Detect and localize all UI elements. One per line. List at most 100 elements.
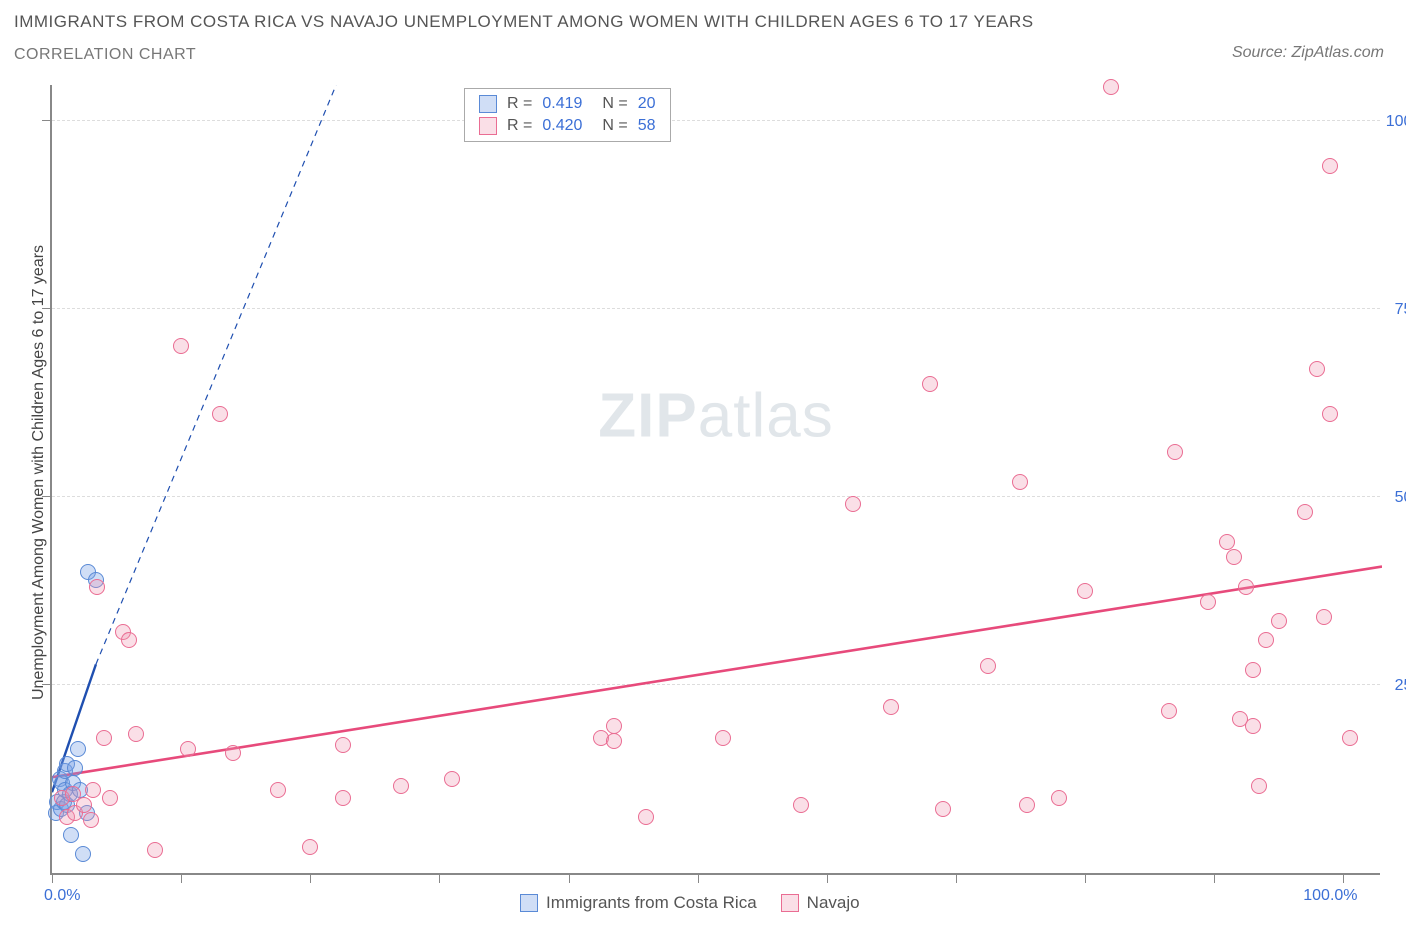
data-point	[89, 579, 105, 595]
scatter-plot: ZIPatlas 25.0%50.0%75.0%100.0%0.0%100.0%…	[50, 85, 1380, 875]
legend-swatch	[479, 95, 497, 113]
x-tick-mark	[569, 873, 570, 883]
legend-r-value: 0.420	[542, 117, 582, 135]
data-point	[1316, 609, 1332, 625]
data-point	[1245, 662, 1261, 678]
data-point	[1226, 549, 1242, 565]
x-legend-label: Immigrants from Costa Rica	[546, 893, 757, 913]
data-point	[1077, 583, 1093, 599]
chart-subtitle: CORRELATION CHART	[14, 46, 196, 64]
data-point	[845, 496, 861, 512]
data-point	[1051, 790, 1067, 806]
x-tick-mark	[1343, 873, 1344, 883]
data-point	[121, 632, 137, 648]
data-point	[180, 741, 196, 757]
data-point	[1322, 158, 1338, 174]
x-tick-mark	[181, 873, 182, 883]
data-point	[102, 790, 118, 806]
data-point	[1271, 613, 1287, 629]
legend-swatch	[479, 117, 497, 135]
data-point	[980, 658, 996, 674]
x-axis-legend: Immigrants from Costa Rica Navajo	[520, 893, 860, 913]
data-point	[302, 839, 318, 855]
x-tick-label: 100.0%	[1303, 887, 1357, 905]
watermark-light: atlas	[698, 381, 834, 450]
gridline	[52, 120, 1380, 121]
legend-r-label: R =	[507, 95, 532, 113]
data-point	[1161, 703, 1177, 719]
watermark: ZIPatlas	[598, 380, 833, 451]
x-tick-mark	[827, 873, 828, 883]
data-point	[335, 737, 351, 753]
legend-r-label: R =	[507, 117, 532, 135]
x-tick-mark	[1214, 873, 1215, 883]
x-tick-mark	[439, 873, 440, 883]
data-point	[63, 827, 79, 843]
x-tick-mark	[1085, 873, 1086, 883]
data-point	[335, 790, 351, 806]
legend-n-label: N =	[602, 95, 627, 113]
data-point	[638, 809, 654, 825]
y-tick-mark	[42, 120, 52, 121]
legend-swatch	[520, 894, 538, 912]
data-point	[1167, 444, 1183, 460]
stats-legend-row: R = 0.419 N = 20	[479, 95, 656, 113]
data-point	[793, 797, 809, 813]
data-point	[1238, 579, 1254, 595]
y-tick-mark	[42, 496, 52, 497]
y-tick-label: 25.0%	[1395, 677, 1406, 695]
data-point	[606, 733, 622, 749]
x-legend-label: Navajo	[807, 893, 860, 913]
data-point	[715, 730, 731, 746]
data-point	[270, 782, 286, 798]
data-point	[147, 842, 163, 858]
data-point	[70, 741, 86, 757]
data-point	[606, 718, 622, 734]
legend-n-label: N =	[602, 117, 627, 135]
data-point	[1103, 79, 1119, 95]
data-point	[1342, 730, 1358, 746]
legend-r-value: 0.419	[542, 95, 582, 113]
stats-legend-row: R =0.420N =58	[479, 117, 656, 135]
y-tick-label: 50.0%	[1395, 489, 1406, 507]
data-point	[96, 730, 112, 746]
trend-lines-layer	[52, 85, 1382, 875]
stats-legend: R =0.419N =20R =0.420N =58	[464, 88, 671, 142]
data-point	[83, 812, 99, 828]
gridline	[52, 496, 1380, 497]
legend-swatch	[781, 894, 799, 912]
x-tick-mark	[310, 873, 311, 883]
data-point	[67, 760, 83, 776]
source-label: Source: ZipAtlas.com	[1232, 44, 1384, 62]
gridline	[52, 684, 1380, 685]
data-point	[1258, 632, 1274, 648]
data-point	[883, 699, 899, 715]
gridline	[52, 308, 1380, 309]
data-point	[1251, 778, 1267, 794]
data-point	[444, 771, 460, 787]
x-tick-mark	[52, 873, 53, 883]
x-tick-label: 0.0%	[44, 887, 80, 905]
data-point	[1309, 361, 1325, 377]
data-point	[75, 846, 91, 862]
x-tick-mark	[698, 873, 699, 883]
y-tick-mark	[42, 684, 52, 685]
y-tick-mark	[42, 308, 52, 309]
trend-line	[52, 567, 1382, 778]
data-point	[1219, 534, 1235, 550]
y-axis-label: Unemployment Among Women with Children A…	[30, 245, 48, 700]
data-point	[393, 778, 409, 794]
data-point	[1019, 797, 1035, 813]
data-point	[85, 782, 101, 798]
data-point	[1012, 474, 1028, 490]
legend-n-value: 20	[638, 95, 656, 113]
data-point	[212, 406, 228, 422]
trend-line	[96, 85, 336, 664]
data-point	[1297, 504, 1313, 520]
data-point	[922, 376, 938, 392]
chart-title: IMMIGRANTS FROM COSTA RICA VS NAVAJO UNE…	[14, 12, 1034, 32]
data-point	[1245, 718, 1261, 734]
data-point	[225, 745, 241, 761]
data-point	[935, 801, 951, 817]
data-point	[128, 726, 144, 742]
